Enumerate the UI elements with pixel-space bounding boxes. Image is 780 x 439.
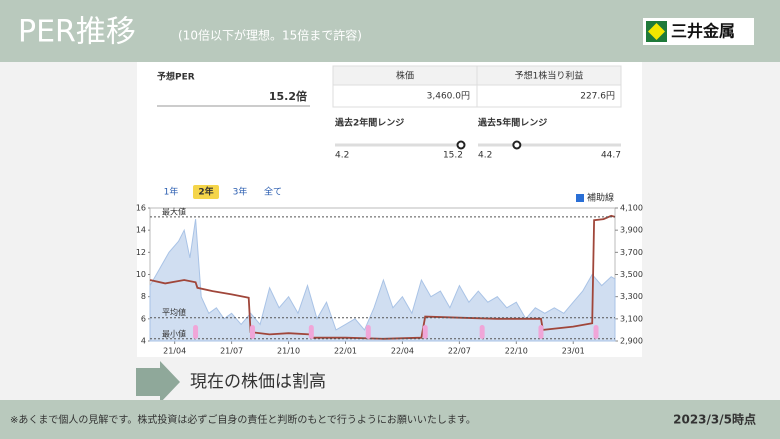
y-tick-label: 6: [141, 314, 146, 323]
checkbox[interactable]: [576, 194, 584, 202]
per-line: [149, 214, 616, 340]
event-marker: [422, 325, 428, 339]
x-tick-label: 22/07: [448, 347, 471, 356]
event-marker: [193, 325, 199, 339]
y2-tick-label: 3,700: [620, 248, 643, 257]
per-label: 予想PER: [157, 71, 195, 83]
y-tick-label: 4: [141, 337, 146, 346]
tab[interactable]: 1年: [164, 186, 179, 198]
event-marker: [538, 325, 544, 339]
range-label: 過去5年間レンジ: [477, 117, 547, 129]
reference-label: 平均値: [162, 307, 186, 317]
per-value: 15.2倍: [269, 89, 307, 103]
price-area: [149, 219, 616, 342]
reference-label: 最大値: [162, 206, 186, 216]
table-cell: 3,460.0円: [427, 91, 470, 102]
reference-label: 最小値: [162, 328, 186, 338]
x-tick-label: 22/01: [334, 347, 357, 356]
y-tick-label: 16: [136, 204, 146, 213]
y-tick-label: 8: [141, 292, 146, 301]
footer-note: ※あくまで個人の見解です。株式投資は必ずご自身の責任と判断のもとで行うようにお願…: [10, 413, 476, 426]
x-tick-label: 21/07: [220, 347, 243, 356]
x-tick-label: 22/10: [505, 347, 528, 356]
y2-tick-label: 3,500: [620, 270, 643, 279]
logo-diamond: [648, 23, 665, 40]
x-tick-label: 22/04: [391, 347, 414, 356]
range-label: 過去2年間レンジ: [334, 117, 404, 129]
y-tick-label: 14: [136, 226, 146, 235]
y-tick-label: 10: [136, 270, 146, 279]
slider-knob: [512, 140, 522, 150]
y2-tick-label: 4,100: [620, 204, 643, 213]
x-tick-label: 23/01: [562, 347, 585, 356]
x-tick-label: 21/10: [277, 347, 300, 356]
footer: [0, 400, 780, 439]
range-min: 4.2: [478, 151, 492, 161]
y-tick-label: 12: [136, 248, 146, 257]
table-cell: 227.6円: [580, 91, 615, 102]
y2-tick-label: 3,300: [620, 292, 643, 301]
tab[interactable]: 2年: [198, 186, 213, 198]
event-marker: [593, 325, 599, 339]
arrow: [136, 361, 180, 403]
logo-text: 三井金属: [671, 22, 735, 41]
event-marker: [249, 325, 255, 339]
checkbox-label: 補助線: [587, 192, 614, 204]
y2-tick-label: 2,900: [620, 337, 643, 346]
event-marker: [308, 325, 314, 339]
slider-knob: [456, 140, 466, 150]
tab[interactable]: 3年: [233, 186, 248, 198]
y2-tick-label: 3,900: [620, 226, 643, 235]
event-marker: [479, 325, 485, 339]
title: PER推移: [18, 15, 136, 50]
range-min: 4.2: [335, 151, 349, 161]
tab-selected[interactable]: [193, 185, 219, 199]
conclusion: 現在の株価は割高: [190, 372, 326, 392]
range-max: 44.7: [601, 151, 621, 161]
y2-tick-label: 3,100: [620, 314, 643, 323]
footer-date: 2023/3/5時点: [673, 412, 756, 427]
table-header: 予想1株当り利益: [515, 70, 584, 82]
event-marker: [365, 325, 371, 339]
tab[interactable]: 全て: [264, 186, 282, 198]
subtitle: (10倍以下が理想。15倍まで許容): [178, 28, 362, 43]
x-tick-label: 21/04: [163, 347, 186, 356]
range-max: 15.2: [443, 151, 463, 161]
table-header: 株価: [396, 70, 414, 82]
